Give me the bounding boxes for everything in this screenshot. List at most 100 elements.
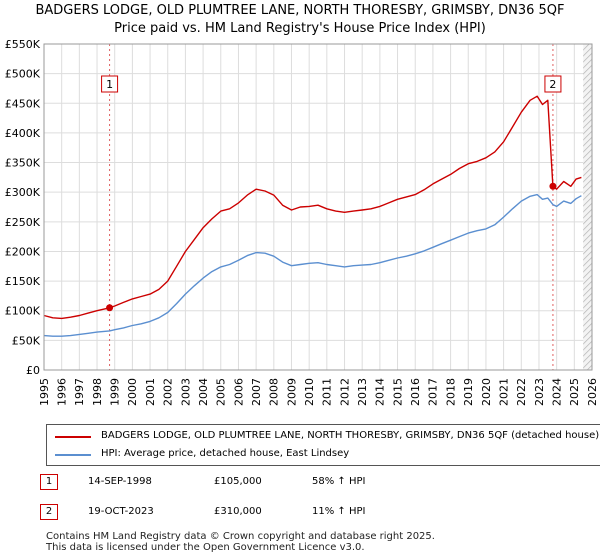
future-region-fill <box>583 44 592 370</box>
sale-marker-badge <box>101 75 119 93</box>
x-tick-label: 2012 <box>338 378 351 406</box>
y-tick-label: £500K <box>5 68 41 81</box>
legend-label-property: BADGERS LODGE, OLD PLUMTREE LANE, NORTH … <box>101 430 600 441</box>
hatch-line <box>583 112 593 123</box>
hatch-line <box>583 100 593 111</box>
hatch-line <box>583 70 593 81</box>
x-tick-label: 2019 <box>462 378 475 406</box>
hatch-line <box>583 106 593 117</box>
sale-point <box>549 182 557 190</box>
sale-marker-label: 1 <box>106 78 113 91</box>
x-tick-label: 1996 <box>56 378 69 406</box>
x-tick-label: 2013 <box>356 378 369 406</box>
sale-number-badge: 1 <box>40 474 58 490</box>
hatch-line <box>583 340 593 351</box>
y-tick-label: £350K <box>5 157 41 170</box>
x-tick-label: 2014 <box>374 378 387 406</box>
footer-line-copyright: Contains HM Land Registry data © Crown c… <box>46 531 435 542</box>
x-tick-label: 2020 <box>480 378 493 406</box>
hatch-line <box>583 238 593 249</box>
hatch-line <box>583 250 593 261</box>
x-tick-label: 1999 <box>109 378 122 406</box>
hatch-line <box>583 46 593 57</box>
hatch-line <box>583 44 590 51</box>
y-tick-label: £0 <box>26 364 40 377</box>
hatch-line <box>583 166 593 177</box>
x-tick-label: 2022 <box>515 378 528 406</box>
sale-price: £105,000 <box>214 476 262 487</box>
x-tick-label: 1998 <box>91 378 104 406</box>
x-tick-label: 2003 <box>179 378 192 406</box>
chart-subtitle: Price paid vs. HM Land Registry's House … <box>114 21 486 36</box>
hatch-line <box>583 262 593 273</box>
hatch-line <box>583 130 593 141</box>
hatch-line <box>583 334 593 345</box>
y-tick-label: £100K <box>5 305 41 318</box>
x-tick-label: 2010 <box>303 378 316 406</box>
hatch-line <box>583 136 593 147</box>
x-tick-label: 2001 <box>144 378 157 406</box>
x-tick-label: 2002 <box>162 378 175 406</box>
sale-date: 14-SEP-1998 <box>88 476 152 487</box>
hatch-line <box>583 328 593 339</box>
x-tick-label: 2004 <box>197 378 210 406</box>
hatch-line <box>583 196 593 207</box>
sale-row: 2 19-OCT-2023 £310,000 11% ↑ HPI <box>40 504 560 524</box>
x-tick-label: 2009 <box>285 378 298 406</box>
hatch-line <box>583 142 593 153</box>
x-tick-label: 2017 <box>427 378 440 406</box>
hatch-line <box>583 154 593 165</box>
y-tick-label: £300K <box>5 186 41 199</box>
series-lines <box>43 95 582 337</box>
y-tick-label: £200K <box>5 245 41 258</box>
x-tick-label: 2026 <box>586 378 599 406</box>
hatch-line <box>583 64 593 75</box>
sale-marker-points <box>106 182 557 312</box>
y-tick-label: £50K <box>12 334 41 347</box>
x-tick-label: 2021 <box>497 378 510 406</box>
hpi-line <box>43 193 582 337</box>
future-hatch-region <box>583 44 593 370</box>
hatch-line <box>583 310 593 321</box>
x-tick-label: 2016 <box>409 378 422 406</box>
footer-attribution: Contains HM Land Registry data © Crown c… <box>46 531 435 553</box>
x-tick-label: 2023 <box>533 378 546 406</box>
legend-swatch-property <box>55 436 91 438</box>
hatch-line <box>583 226 593 237</box>
legend: BADGERS LODGE, OLD PLUMTREE LANE, NORTH … <box>46 424 600 466</box>
hatch-line <box>583 82 593 93</box>
sale-row: 1 14-SEP-1998 £105,000 58% ↑ HPI <box>40 474 560 494</box>
legend-label-hpi: HPI: Average price, detached house, East… <box>101 448 350 459</box>
hatch-line <box>583 202 593 213</box>
hatch-line <box>583 214 593 225</box>
y-tick-label: £250K <box>5 216 41 229</box>
sale-number-badge: 2 <box>40 504 58 520</box>
legend-swatch-hpi <box>55 454 91 456</box>
hatch-line <box>583 58 593 69</box>
hatch-line <box>583 190 593 201</box>
hatch-line <box>583 124 593 135</box>
price-chart: £0 £50K £100K £150K £200K £250K £300K £350K £400… <box>5 38 599 406</box>
sale-hpi-change: 11% ↑ HPI <box>312 506 366 517</box>
chart-title-line1: BADGERS LODGE, OLD PLUMTREE LANE, NORTH … <box>35 3 565 18</box>
x-tick-label: 2024 <box>550 378 563 406</box>
hatch-line <box>583 94 593 105</box>
sale-marker-badge <box>544 75 562 93</box>
plot-frame <box>43 43 593 371</box>
x-tick-label: 1995 <box>38 378 51 406</box>
x-tick-label: 2005 <box>215 378 228 406</box>
x-tick-label: 2006 <box>232 378 245 406</box>
hatch-line <box>583 178 593 189</box>
y-tick-label: £150K <box>5 275 41 288</box>
sale-date: 19-OCT-2023 <box>88 506 154 517</box>
sale-point <box>106 304 114 312</box>
hatch-line <box>583 232 593 243</box>
x-tick-label: 2018 <box>444 378 457 406</box>
hatch-line <box>583 256 593 267</box>
y-tick-label: £400K <box>5 127 41 140</box>
sale-marker-label: 2 <box>549 78 556 91</box>
x-tick-label: 1997 <box>73 378 86 406</box>
sale-hpi-change: 58% ↑ HPI <box>312 476 366 487</box>
property-price-line <box>43 95 582 320</box>
